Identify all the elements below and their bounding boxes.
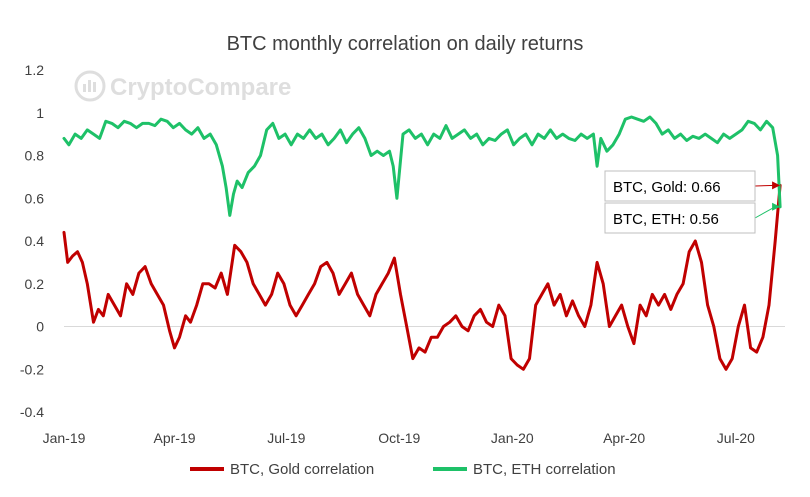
- legend-label: BTC, Gold correlation: [230, 461, 374, 478]
- x-tick-label: Apr-19: [154, 430, 196, 446]
- x-tick-label: Jul-19: [267, 430, 305, 446]
- legend-item-btc-gold: BTC, Gold correlation: [190, 461, 374, 478]
- annotation-arrow: [754, 184, 776, 187]
- x-axis: Jan-19 Apr-19 Jul-19 Oct-19 Jan-20 Apr-20 Jul-…: [43, 326, 785, 446]
- x-tick-label: Jan-20: [491, 430, 534, 446]
- x-tick-label: Jan-19: [43, 430, 86, 446]
- y-tick-label: 0.8: [25, 148, 45, 164]
- series-line-btc-eth: [62, 115, 782, 217]
- series-line-btc-gold: [62, 183, 782, 371]
- legend: BTC, Gold correlation BTC, ETH correlatio…: [190, 461, 616, 478]
- annotation-label: BTC, Gold: 0.66: [613, 179, 721, 196]
- annotation-label: BTC, ETH: 0.56: [613, 211, 719, 228]
- series-layer: [62, 115, 782, 371]
- watermark: CryptoCompare: [74, 70, 291, 102]
- annotation-box: [604, 170, 756, 202]
- arrowhead-icon: [772, 181, 781, 190]
- watermark-text: CryptoCompare: [110, 74, 291, 101]
- annotation-btc-gold: BTC, Gold: 0.66: [604, 170, 781, 202]
- annotation-box: [604, 202, 756, 234]
- chart-title: BTC monthly correlation on daily returns: [227, 33, 584, 55]
- x-tick-label: Apr-20: [603, 430, 645, 446]
- y-tick-label: 0: [36, 319, 44, 335]
- annotation-layer: BTC, Gold: 0.66 BTC, ETH: 0.56: [604, 170, 781, 234]
- y-axis: -0.4 -0.2 0 0.2 0.4 0.6 0.8 1 1.2: [20, 62, 44, 420]
- x-tick-label: Oct-19: [378, 430, 420, 446]
- y-tick-label: 0.4: [25, 233, 45, 249]
- y-tick-label: -0.4: [20, 404, 44, 420]
- arrowhead-icon: [772, 202, 781, 211]
- legend-item-btc-eth: BTC, ETH correlation: [433, 461, 616, 478]
- annotation-btc-eth: BTC, ETH: 0.56: [604, 202, 781, 234]
- cryptocompare-logo-icon: [74, 70, 106, 102]
- y-tick-label: -0.2: [20, 361, 44, 377]
- y-tick-label: 0.2: [25, 276, 45, 292]
- y-tick-label: 0.6: [25, 190, 45, 206]
- y-tick-label: 1.2: [25, 62, 45, 78]
- y-tick-label: 1: [36, 105, 44, 121]
- annotation-arrow: [754, 206, 776, 219]
- legend-label: BTC, ETH correlation: [473, 461, 616, 478]
- x-tick-label: Jul-20: [717, 430, 755, 446]
